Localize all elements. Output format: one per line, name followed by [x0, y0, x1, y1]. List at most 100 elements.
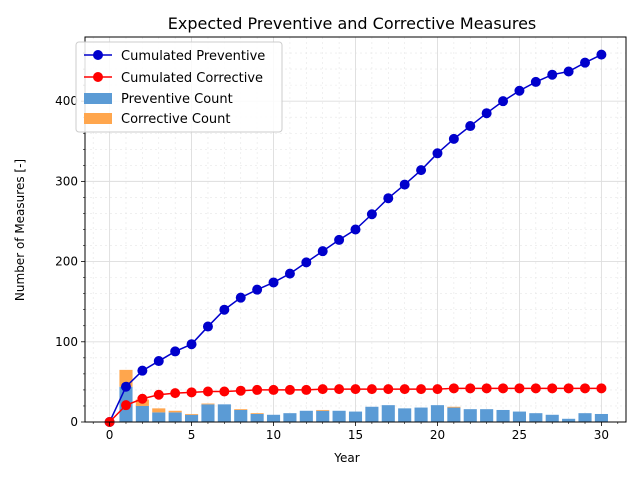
- bar-preventive-count: [463, 409, 477, 422]
- point-cumulated-corrective: [350, 384, 361, 395]
- x-axis-ticks: 0 5 10 15 20 25 30: [92, 422, 619, 442]
- point-cumulated-preventive: [547, 69, 558, 80]
- point-cumulated-corrective: [235, 385, 246, 396]
- lines-group: [104, 49, 607, 427]
- point-cumulated-corrective: [186, 387, 197, 398]
- point-cumulated-preventive: [170, 346, 181, 357]
- bar-preventive-count: [529, 413, 543, 422]
- bar-corrective-count: [152, 408, 166, 413]
- point-cumulated-corrective: [301, 384, 312, 395]
- point-cumulated-preventive: [432, 148, 443, 159]
- point-cumulated-preventive: [399, 179, 410, 190]
- point-cumulated-preventive: [596, 49, 607, 60]
- x-tick-label: 15: [348, 428, 363, 442]
- point-cumulated-preventive: [334, 234, 345, 245]
- point-cumulated-preventive: [137, 365, 148, 376]
- x-tick-label: 25: [512, 428, 527, 442]
- point-cumulated-preventive: [235, 292, 246, 303]
- point-cumulated-corrective: [284, 384, 295, 395]
- bar-corrective-count: [316, 409, 330, 411]
- bar-preventive-count: [135, 405, 149, 422]
- point-cumulated-preventive: [416, 165, 427, 176]
- bar-preventive-count: [266, 414, 281, 422]
- point-cumulated-corrective: [432, 384, 443, 395]
- bar-preventive-count: [168, 412, 182, 422]
- x-tick-label: 30: [594, 428, 609, 442]
- point-cumulated-corrective: [383, 384, 394, 395]
- point-cumulated-corrective: [268, 384, 279, 395]
- point-cumulated-preventive: [268, 277, 279, 288]
- point-cumulated-corrective: [563, 383, 574, 394]
- legend-frame: [75, 41, 283, 133]
- point-cumulated-preventive: [481, 108, 492, 119]
- point-cumulated-corrective: [514, 383, 525, 394]
- bar-preventive-count: [512, 411, 526, 422]
- point-cumulated-corrective: [252, 384, 263, 395]
- bar-preventive-count: [430, 405, 445, 422]
- point-cumulated-preventive: [317, 246, 328, 257]
- point-cumulated-preventive: [530, 76, 541, 87]
- point-cumulated-corrective: [366, 384, 377, 395]
- bar-preventive-count: [414, 407, 428, 422]
- point-cumulated-preventive: [350, 224, 361, 235]
- point-cumulated-corrective: [399, 384, 410, 395]
- point-cumulated-corrective: [416, 384, 427, 395]
- bar-preventive-count: [332, 410, 346, 422]
- bar-preventive-count: [545, 414, 559, 422]
- bar-preventive-count: [283, 413, 297, 422]
- point-cumulated-corrective: [530, 383, 541, 394]
- bar-preventive-count: [185, 414, 199, 422]
- legend-label-corrective-count: Corrective Count: [121, 112, 231, 127]
- point-cumulated-corrective: [334, 384, 345, 395]
- point-cumulated-preventive: [383, 193, 394, 204]
- point-cumulated-preventive: [563, 66, 574, 77]
- x-tick-label: 20: [430, 428, 445, 442]
- x-tick-label: 0: [106, 428, 114, 442]
- bar-corrective-count: [234, 409, 248, 410]
- point-cumulated-preventive: [448, 133, 459, 144]
- bar-corrective-count: [447, 406, 461, 408]
- point-cumulated-preventive: [186, 339, 197, 350]
- point-cumulated-corrective: [317, 384, 328, 395]
- point-cumulated-preventive: [465, 121, 476, 132]
- point-cumulated-preventive: [498, 96, 509, 107]
- point-cumulated-corrective: [170, 388, 181, 399]
- point-cumulated-preventive: [252, 284, 263, 295]
- x-tick-label: 10: [266, 428, 281, 442]
- point-cumulated-preventive: [202, 321, 213, 332]
- bar-preventive-count: [381, 405, 395, 422]
- chart-title: Expected Preventive and Corrective Measu…: [168, 14, 537, 33]
- point-cumulated-corrective: [465, 383, 476, 394]
- legend-label-cumulated-corrective: Cumulated Corrective: [121, 71, 263, 86]
- point-cumulated-corrective: [219, 386, 230, 397]
- point-cumulated-preventive: [301, 257, 312, 268]
- bar-preventive-count: [496, 409, 510, 422]
- point-cumulated-corrective: [120, 400, 131, 411]
- y-tick-label: 200: [55, 255, 78, 269]
- legend-label-preventive-count: Preventive Count: [121, 92, 233, 107]
- x-tick-label: 5: [188, 428, 196, 442]
- bar-preventive-count: [316, 410, 330, 422]
- legend-entry-preventive-count: Preventive Count: [84, 92, 233, 107]
- y-tick-label: 400: [55, 94, 78, 108]
- bar-preventive-count: [348, 411, 363, 422]
- legend-entry-cumulated-corrective: Cumulated Corrective: [84, 71, 263, 86]
- point-cumulated-preventive: [580, 57, 591, 68]
- y-axis-label: Number of Measures [-]: [13, 159, 27, 301]
- point-cumulated-corrective: [481, 383, 492, 394]
- bar-preventive-count: [594, 413, 608, 422]
- y-tick-label: 300: [55, 174, 78, 188]
- bar-preventive-count: [152, 412, 166, 422]
- point-cumulated-preventive: [366, 209, 377, 220]
- point-cumulated-preventive: [514, 85, 525, 96]
- x-axis-label: Year: [333, 451, 359, 465]
- point-cumulated-corrective: [202, 386, 213, 397]
- point-cumulated-preventive: [284, 268, 295, 279]
- bar-preventive-count: [250, 413, 264, 422]
- point-cumulated-corrective: [448, 383, 459, 394]
- point-cumulated-corrective: [547, 383, 558, 394]
- bar-preventive-count: [398, 408, 412, 422]
- point-cumulated-corrective: [498, 383, 509, 394]
- legend-label-cumulated-preventive: Cumulated Preventive: [121, 49, 265, 64]
- bar-preventive-count: [447, 407, 461, 422]
